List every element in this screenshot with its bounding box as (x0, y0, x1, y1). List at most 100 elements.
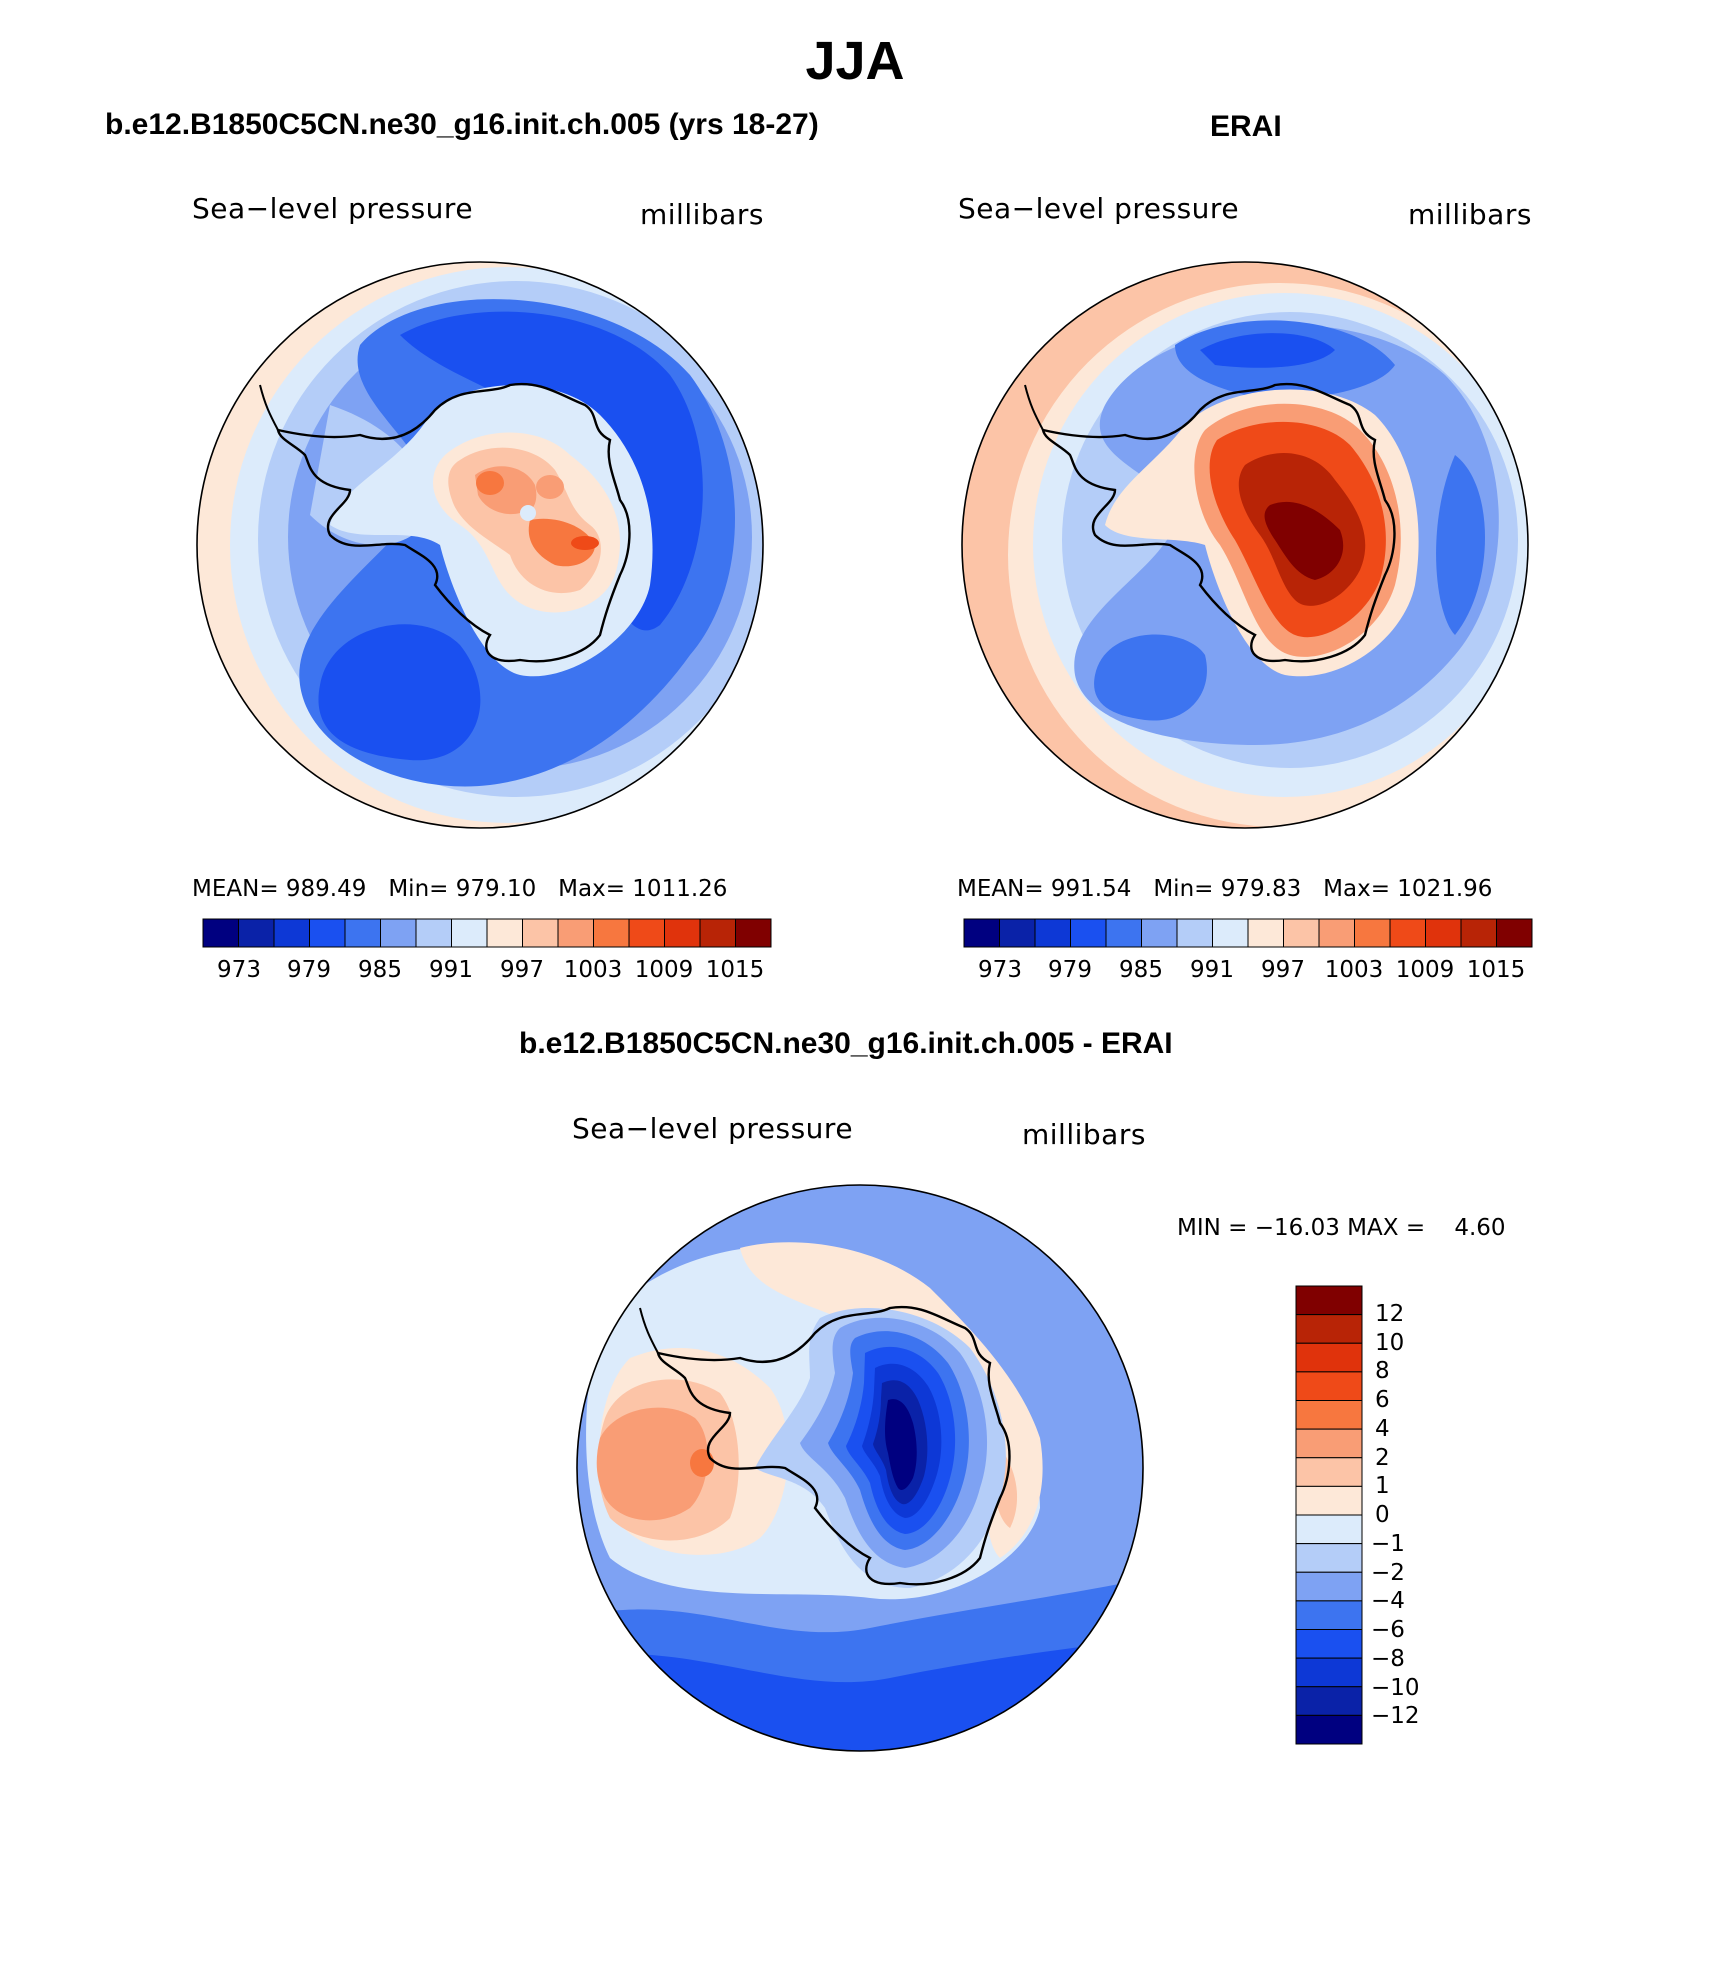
colorbar-swatch (1295, 1600, 1363, 1630)
colorbar-swatch (1295, 1514, 1363, 1545)
colorbar-swatch (1460, 918, 1497, 948)
panel3-max-label: MAX = (1347, 1215, 1426, 1241)
colorbar-swatch (1295, 1629, 1363, 1659)
panel3-cbar-label-10: 10 (1375, 1330, 1404, 1356)
panel3-fill-pos-2to4-west (596, 1407, 708, 1521)
panel1-max-value: 1011.26 (632, 876, 728, 902)
panel3-stats: MIN = −16.03 MAX = 4.60 (1177, 1215, 1506, 1241)
colorbar-swatch (1318, 918, 1355, 948)
colorbar-swatch (557, 918, 594, 948)
panel2-mean-label: MEAN= (957, 876, 1044, 902)
panel2-cbar-label-979: 979 (1048, 957, 1092, 983)
colorbar-swatch (1496, 918, 1533, 948)
panel1-stats: MEAN= 989.49 Min= 979.10 Max= 1011.26 (192, 876, 727, 902)
panel3-map-border (576, 1184, 1144, 1752)
colorbar-swatch (309, 918, 346, 948)
panel3-cbar-label-8: 8 (1375, 1358, 1390, 1384)
colorbar-swatch (238, 918, 275, 948)
panel1-colorbar (202, 918, 772, 948)
panel2-polar-map (961, 261, 1529, 829)
panel1-fill-local-min (520, 505, 536, 521)
colorbar-swatch (1295, 1400, 1363, 1430)
panel1-peninsula-coast (259, 384, 279, 431)
panel2-colorbar-labels: 973 979 985 991 997 1003 1009 1015 (978, 957, 1526, 983)
panel1-cbar-label-1009: 1009 (635, 957, 694, 983)
colorbar-swatch (1425, 918, 1462, 948)
panel3-polar-map (576, 1184, 1144, 1752)
panel3-min-label: MIN = (1177, 1215, 1248, 1241)
panel2-min-value: 979.83 (1220, 876, 1302, 902)
colorbar-swatch (273, 918, 310, 948)
panel3-cbar-label-neg1: −1 (1371, 1531, 1405, 1557)
panel1-map-border (196, 261, 764, 829)
colorbar-swatch (1283, 918, 1320, 948)
panel2-mean-value: 991.54 (1050, 876, 1132, 902)
colorbar-swatch (1295, 1714, 1363, 1745)
panel2-fill-low-979 (1200, 333, 1335, 368)
colorbar-swatch (1295, 1686, 1363, 1716)
panel3-colorbar (1295, 1285, 1363, 1745)
panel1-fill-high-c (476, 471, 504, 495)
panel1-antarctica-coastline (276, 382, 631, 663)
panel2-colorbar (963, 918, 1533, 948)
colorbar-swatch (451, 918, 488, 948)
colorbar-swatch (735, 918, 772, 948)
panel3-title: b.e12.B1850C5CN.ne30_g16.init.ch.005 - E… (519, 1027, 1173, 1060)
panel2-min-label: Min= (1153, 876, 1214, 902)
panel2-max-value: 1021.96 (1397, 876, 1493, 902)
colorbar-swatch (1295, 1428, 1363, 1459)
panel1-polar-map (196, 261, 764, 829)
colorbar-swatch (1295, 1342, 1363, 1373)
colorbar-swatch (1295, 1571, 1363, 1602)
colorbar-swatch (963, 918, 1000, 948)
panel3-colorbar-labels: 12 10 8 6 4 2 1 0 −1 −2 −4 −6 −8 −10 −12 (1371, 1301, 1420, 1729)
panel2-units-label: millibars (1408, 198, 1532, 231)
colorbar-swatch (1176, 918, 1213, 948)
colorbar-swatch (628, 918, 665, 948)
panel1-cbar-label-985: 985 (358, 957, 402, 983)
colorbar-swatch (1354, 918, 1391, 948)
colorbar-swatch (664, 918, 701, 948)
panel1-cbar-label-991: 991 (429, 957, 473, 983)
colorbar-swatch (699, 918, 736, 948)
colorbar-swatch (344, 918, 381, 948)
panel1-variable-label: Sea−level pressure (192, 192, 474, 225)
colorbar-swatch (415, 918, 452, 948)
colorbar-swatch (1070, 918, 1107, 948)
panel2-map-border (961, 261, 1529, 829)
panel3-fill-pos-4to6-west (690, 1449, 714, 1477)
panel1-colorbar-labels: 973 979 985 991 997 1003 1009 1015 (217, 957, 765, 983)
panel2-cbar-label-1003: 1003 (1325, 957, 1384, 983)
panel3-cbar-label-0: 0 (1375, 1502, 1390, 1528)
panel2-cbar-label-997: 997 (1261, 957, 1305, 983)
colorbar-swatch (1295, 1543, 1363, 1573)
panel1-cbar-label-1015: 1015 (706, 957, 765, 983)
panel2-cbar-label-991: 991 (1190, 957, 1234, 983)
colorbar-swatch (593, 918, 630, 948)
panel3-cbar-label-neg12: −12 (1371, 1703, 1420, 1729)
panel2-cbar-label-1015: 1015 (1467, 957, 1526, 983)
panel3-variable-label: Sea−level pressure (572, 1112, 854, 1145)
panel1-min-value: 979.10 (455, 876, 537, 902)
panel3-peninsula-coast (639, 1307, 659, 1354)
panel2-fill-high-1015 (1264, 501, 1344, 580)
panel3-cbar-label-neg10: −10 (1371, 1675, 1420, 1701)
panel1-cbar-label-997: 997 (500, 957, 544, 983)
panel1-fill-low-979b (318, 624, 481, 761)
colorbar-swatch (202, 918, 239, 948)
panel2-fill-low-982c (1094, 634, 1207, 721)
panel2-cbar-label-985: 985 (1119, 957, 1163, 983)
panel3-min-value: −16.03 (1254, 1215, 1340, 1241)
colorbar-swatch (1295, 1314, 1363, 1344)
panel1-min-label: Min= (388, 876, 449, 902)
panel2-max-label: Max= (1323, 876, 1390, 902)
panel2-variable-label: Sea−level pressure (958, 192, 1240, 225)
panel3-cbar-label-1: 1 (1375, 1473, 1390, 1499)
colorbar-swatch (486, 918, 523, 948)
panel3-cbar-label-neg4: −4 (1371, 1588, 1405, 1614)
panel1-cbar-label-979: 979 (287, 957, 331, 983)
panel1-fill-high-e (536, 475, 564, 499)
colorbar-swatch (999, 918, 1036, 948)
panel2-cbar-label-973: 973 (978, 957, 1022, 983)
panel1-title: b.e12.B1850C5CN.ne30_g16.init.ch.005 (yr… (105, 108, 819, 141)
